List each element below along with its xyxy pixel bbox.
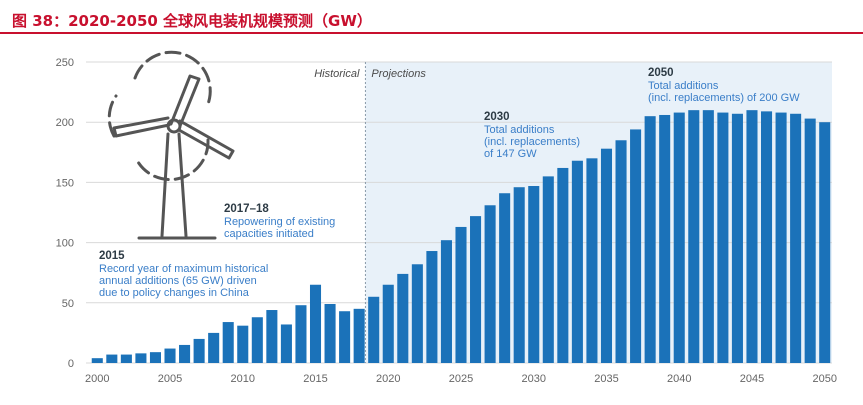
x-tick-label: 2040 xyxy=(667,373,691,385)
bar-2010 xyxy=(237,325,249,363)
y-tick-label: 150 xyxy=(56,177,74,189)
title-divider xyxy=(0,32,863,34)
annotation-text: Repowering of existing xyxy=(224,216,335,228)
bar-2024 xyxy=(440,240,452,363)
bar-2011 xyxy=(251,317,263,363)
x-axis-ticks: 2000 2005 2010 2015 2020 2025 2030 2035 2040 2045… xyxy=(85,373,837,385)
annotation-text: capacities initiated xyxy=(224,228,314,240)
x-tick-label: 2035 xyxy=(594,373,618,385)
bar-2031 xyxy=(542,176,554,363)
x-tick-label: 2030 xyxy=(522,373,546,385)
bar-2008 xyxy=(208,332,220,363)
bar-2017 xyxy=(339,311,351,363)
annotation-text: annual additions (65 GW) driven xyxy=(99,275,257,287)
annotation-text: Total additions xyxy=(648,80,719,92)
bar-2004 xyxy=(149,352,161,363)
bar-2005 xyxy=(164,348,176,363)
bar-2016 xyxy=(324,304,336,363)
y-tick-label: 100 xyxy=(56,238,74,250)
annotation-heading: 2017–18 xyxy=(224,203,269,215)
bar-2000 xyxy=(91,358,103,363)
bar-2025 xyxy=(455,226,467,363)
bar-2014 xyxy=(295,305,307,363)
bar-2028 xyxy=(499,193,511,363)
bar-2013 xyxy=(280,324,292,363)
x-tick-label: 2005 xyxy=(158,373,182,385)
bar-2036 xyxy=(615,140,627,363)
x-tick-label: 2045 xyxy=(740,373,764,385)
bar-2020 xyxy=(382,284,394,363)
bar-2029 xyxy=(513,187,525,363)
annotation-heading: 2015 xyxy=(99,250,125,262)
bar-2002 xyxy=(120,354,132,363)
bar-2046 xyxy=(761,111,773,363)
annotation-text: Total additions xyxy=(484,124,555,136)
bar-2026 xyxy=(470,216,482,363)
projections-label: Projections xyxy=(371,68,426,80)
bar-series xyxy=(91,110,831,364)
x-tick-label: 2050 xyxy=(812,373,836,385)
bar-2015 xyxy=(309,284,322,363)
y-axis-ticks: 0 50 100 150 200 250 xyxy=(56,57,74,370)
bar-2034 xyxy=(586,158,598,363)
wind-turbine-icon xyxy=(107,50,235,240)
x-tick-label: 2025 xyxy=(449,373,473,385)
bar-2045 xyxy=(746,110,758,363)
bar-2006 xyxy=(179,344,191,363)
x-tick-label: 2010 xyxy=(231,373,255,385)
bar-2030 xyxy=(528,186,540,363)
annotation-text: due to policy changes in China xyxy=(99,287,250,299)
bar-2033 xyxy=(571,160,583,363)
y-tick-label: 250 xyxy=(56,57,74,69)
bar-2027 xyxy=(484,205,496,363)
bar-2037 xyxy=(630,129,642,363)
bar-2022 xyxy=(411,264,423,363)
x-tick-label: 2000 xyxy=(85,373,109,385)
bar-2007 xyxy=(193,338,205,363)
bar-2047 xyxy=(775,112,787,364)
bar-2040 xyxy=(673,112,685,364)
bar-2032 xyxy=(557,167,569,363)
bar-2035 xyxy=(600,148,613,363)
bar-2043 xyxy=(717,112,729,364)
x-tick-label: 2015 xyxy=(303,373,327,385)
bar-2012 xyxy=(266,310,278,363)
bar-2021 xyxy=(397,273,409,363)
bar-2041 xyxy=(688,110,700,363)
bar-2039 xyxy=(659,114,671,363)
bar-2042 xyxy=(702,110,714,363)
bar-2048 xyxy=(790,113,802,363)
annotation-text: (incl. replacements) of 200 GW xyxy=(648,92,800,104)
bar-2018 xyxy=(353,308,365,363)
y-tick-label: 50 xyxy=(62,298,74,310)
bar-2009 xyxy=(222,322,234,363)
bar-2001 xyxy=(106,354,118,363)
x-tick-label: 2020 xyxy=(376,373,400,385)
y-tick-label: 200 xyxy=(56,117,74,129)
annotation-text: (incl. replacements) xyxy=(484,136,580,148)
bar-2050 xyxy=(819,122,831,363)
bar-2003 xyxy=(135,353,147,363)
y-tick-label: 0 xyxy=(68,358,74,370)
bar-2023 xyxy=(426,251,438,363)
annotation-text: Record year of maximum historical xyxy=(99,263,268,275)
annotation-heading: 2030 xyxy=(484,111,510,123)
bar-2044 xyxy=(731,113,743,363)
historical-label: Historical xyxy=(314,68,360,80)
annotation-heading: 2050 xyxy=(648,67,674,79)
figure-title: 图 38：2020-2050 全球风电装机规模预测（GW） xyxy=(12,12,372,30)
bar-2038 xyxy=(644,116,656,364)
bar-2049 xyxy=(804,118,816,363)
annotation-text: of 147 GW xyxy=(484,148,537,160)
bar-2019 xyxy=(368,296,380,363)
